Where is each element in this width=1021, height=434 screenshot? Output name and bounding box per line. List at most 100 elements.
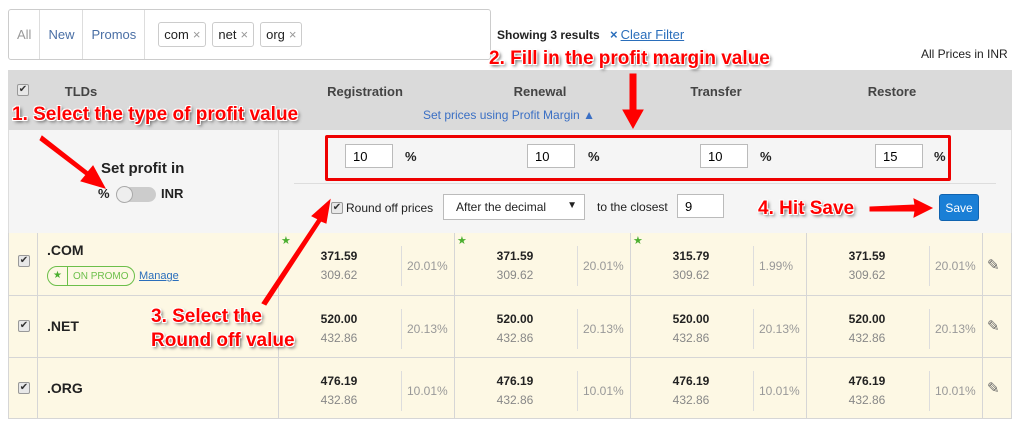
divider [753,246,754,286]
divider [982,233,983,295]
arrow-step3 [261,198,331,306]
price-cell: ★ 371.59 309.62 20.01% [454,233,630,295]
divider [929,371,930,411]
arrow-step4 [869,198,934,218]
remove-icon[interactable]: × [192,27,201,42]
results-count: Showing 3 results [497,28,600,42]
price-cell: 476.19 432.86 10.01% [806,358,982,418]
filter-chip-org: org × [260,22,303,47]
table-row: ✔ .NET 520.00 432.86 20.13% 520.00 432.8… [8,296,1012,358]
set-prices-link[interactable]: Set prices using Profit Margin ▲ [423,108,595,122]
clear-filter-link[interactable]: × Clear Filter [610,27,685,42]
profit-margin: 20.13% [935,322,976,336]
profit-margin: 10.01% [583,384,624,398]
table-row: ✔ .COM ★ ON PROMO Manage ★ 371.59 309.62 2… [8,233,1012,296]
round-off-checkbox[interactable]: ✔ [331,202,343,214]
selling-price: 476.19 [496,374,534,388]
closest-label: to the closest [597,200,668,214]
unit-label: % [405,149,417,164]
header-restore: Restore [867,84,917,99]
row-checkbox[interactable]: ✔ [18,320,30,332]
selling-price: 520.00 [496,312,534,326]
filter-bar: All New Promos com × net × org × [8,9,491,60]
divider [577,371,578,411]
profit-margin: 20.01% [583,259,624,273]
annotation-highlight-box [325,135,951,181]
tld-name: .ORG [47,380,83,396]
profit-margin: 10.01% [935,384,976,398]
divider [982,358,983,418]
divider [982,296,983,357]
price-cell: 476.19 432.86 10.01% [278,358,454,418]
closest-value-input[interactable] [677,194,724,218]
unit-label: % [760,149,772,164]
selling-price: 371.59 [496,249,534,263]
price-cell: 520.00 432.86 20.13% [278,296,454,357]
divider [577,246,578,286]
filter-tab-new[interactable]: New [40,10,84,59]
header-registration: Registration [327,84,403,99]
cost-price: 432.86 [672,393,710,407]
toggle-percent-label: % [98,186,110,201]
remove-icon[interactable]: × [240,27,249,42]
edit-pencil-icon[interactable]: ✎ [987,257,1000,274]
star-icon: ★ [48,267,68,285]
cost-price: 432.86 [672,331,710,345]
round-off-select[interactable]: After the decimal ▼ [443,194,585,220]
header-transfer: Transfer [690,84,742,99]
row-checkbox[interactable]: ✔ [18,382,30,394]
registration-margin-input[interactable] [345,144,393,168]
divider [278,130,279,233]
divider [37,233,38,295]
cost-price: 309.62 [848,268,886,282]
price-cell: 520.00 432.86 20.13% [454,296,630,357]
currency-note: All Prices in INR [921,47,1008,61]
price-cell: 476.19 432.86 10.01% [630,358,806,418]
profit-margin: 20.13% [759,322,800,336]
profit-margin: 20.13% [407,322,448,336]
table-header: ✔ TLDs Registration Renewal Transfer Res… [8,70,1012,130]
cost-price: 309.62 [320,268,358,282]
select-all-checkbox[interactable]: ✔ [17,84,29,96]
divider [294,183,996,184]
price-cell: 476.19 432.86 10.01% [454,358,630,418]
cost-price: 432.86 [496,331,534,345]
edit-pencil-icon[interactable]: ✎ [987,380,1000,397]
filter-tab-promos[interactable]: Promos [83,10,146,59]
selling-price: 520.00 [320,312,358,326]
divider [401,371,402,411]
renewal-margin-input[interactable] [527,144,575,168]
price-cell: ★ 315.79 309.62 1.99% [630,233,806,295]
edit-pencil-icon[interactable]: ✎ [987,318,1000,335]
row-checkbox[interactable]: ✔ [18,255,30,267]
close-icon: × [610,27,618,42]
star-icon: ★ [633,235,643,247]
star-icon: ★ [457,235,467,247]
restore-margin-input[interactable] [875,144,923,168]
selling-price: 520.00 [672,312,710,326]
tld-name: .COM [47,242,84,258]
filter-tab-all[interactable]: All [9,10,41,59]
manage-link[interactable]: Manage [139,270,179,282]
toggle-knob[interactable] [116,186,133,203]
tld-name: .NET [47,318,79,334]
cost-price: 432.86 [320,393,358,407]
round-off-label: Round off prices [346,201,434,215]
save-button[interactable]: Save [939,194,979,221]
profit-type-toggle[interactable] [116,186,156,203]
remove-icon[interactable]: × [288,27,297,42]
divider [577,309,578,349]
selling-price: 476.19 [672,374,710,388]
divider [753,309,754,349]
price-cell: 520.00 432.86 20.13% [806,296,982,357]
transfer-margin-input[interactable] [700,144,748,168]
divider [753,371,754,411]
price-cell: 520.00 432.86 20.13% [630,296,806,357]
unit-label: % [588,149,600,164]
unit-label: % [934,149,946,164]
selling-price: 371.59 [320,249,358,263]
price-cell: ★ 371.59 309.62 20.01% [278,233,454,295]
divider [929,246,930,286]
promo-badge: ★ ON PROMO [47,266,135,286]
